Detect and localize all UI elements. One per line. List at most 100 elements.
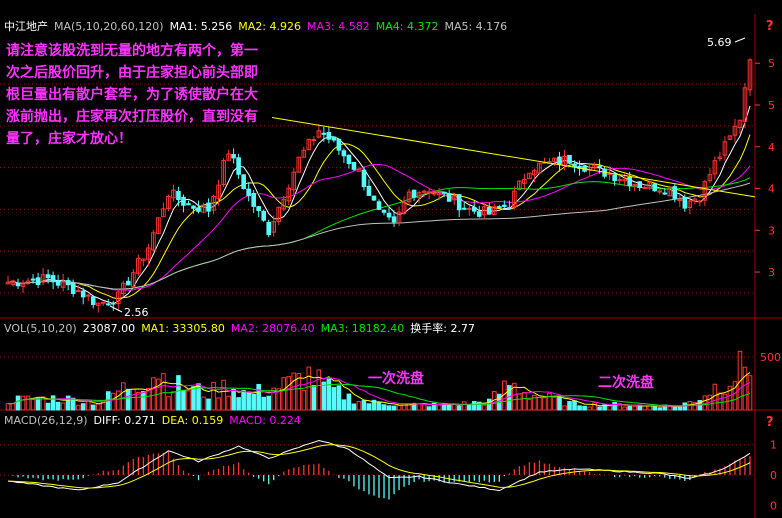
volume-bar xyxy=(737,350,743,411)
candle-body xyxy=(747,59,753,91)
volume-bar xyxy=(692,401,698,411)
candle-body xyxy=(5,281,11,285)
volume-bar xyxy=(296,372,302,411)
candle-body xyxy=(557,156,562,166)
volume-bar xyxy=(281,377,287,411)
ma2-line xyxy=(7,134,751,300)
candle-body xyxy=(426,191,432,194)
candle-body xyxy=(95,302,101,306)
turnover-rate: 换手率: 2.77 xyxy=(410,322,475,335)
volume-bar xyxy=(747,375,753,411)
volume-bar xyxy=(55,401,61,411)
volume-bar xyxy=(211,381,216,411)
candle-body xyxy=(436,190,442,196)
candle-body xyxy=(181,196,186,206)
candle-body xyxy=(246,188,251,197)
macd-histogram xyxy=(12,451,751,500)
macd-dea: DEA: 0.159 xyxy=(161,414,224,427)
volume-bar xyxy=(376,402,382,411)
candle-body xyxy=(261,210,266,221)
candle-body xyxy=(311,138,317,141)
ma-label: MA(5,10,20,60,120) xyxy=(54,20,164,33)
volume-bar xyxy=(456,405,462,411)
vol-ma1: MA1: 33305.80 xyxy=(141,322,225,335)
volume-bar xyxy=(306,366,312,411)
volume-bar xyxy=(446,405,452,411)
candle-body xyxy=(30,278,36,281)
price-tick-label: 3 xyxy=(768,224,775,237)
candle-body xyxy=(737,119,743,129)
candle-body xyxy=(707,174,713,182)
candle-body xyxy=(396,211,402,224)
volume-bar xyxy=(547,392,552,411)
volume-bar xyxy=(25,395,31,411)
volume-bar xyxy=(742,366,748,411)
volume-bar xyxy=(115,390,121,411)
candle-body xyxy=(471,206,477,212)
candle-body xyxy=(717,156,723,160)
macd-header: MACD(26,12,9) DIFF: 0.271 DEA: 0.159 MACD: … xyxy=(4,414,307,428)
price-header: 中江地产 MA(5,10,20,60,120) MA1: 5.256 MA2: 4.9… xyxy=(4,20,513,34)
candle-body xyxy=(55,280,61,286)
candle-body xyxy=(702,181,708,201)
volume-bar xyxy=(481,404,487,411)
candle-body xyxy=(291,171,297,191)
candle-body xyxy=(45,274,51,279)
volume-bar xyxy=(256,383,261,411)
volume-bar xyxy=(20,395,26,411)
candle-body xyxy=(682,196,688,209)
candle-body xyxy=(351,161,357,170)
candle-body xyxy=(316,130,322,138)
candle-body xyxy=(35,277,41,286)
volume-bar xyxy=(251,393,256,411)
candle-body xyxy=(216,184,221,199)
volume-bar xyxy=(236,397,241,411)
volume-bar xyxy=(567,401,572,411)
candle-body xyxy=(236,157,241,175)
ma2-value: MA2: 4.926 xyxy=(238,20,302,33)
volume-bar xyxy=(582,405,587,411)
candle-body xyxy=(75,289,81,293)
macd-value: MACD: 0.224 xyxy=(229,414,301,427)
candle-body xyxy=(527,172,532,180)
candle-body xyxy=(632,183,637,186)
volume-bar xyxy=(241,390,246,411)
volume-bar xyxy=(176,375,181,411)
volume-bar xyxy=(110,392,116,411)
candle-body xyxy=(492,206,497,215)
vol-ma3-line xyxy=(7,383,751,407)
candle-body xyxy=(532,170,537,176)
candle-body xyxy=(431,191,437,195)
macd-help-marker: ? xyxy=(766,415,774,430)
candle-body xyxy=(361,169,367,188)
low-price-pointer xyxy=(109,305,123,313)
candle-body xyxy=(301,149,307,158)
candle-body xyxy=(732,125,738,136)
candle-body xyxy=(371,195,377,201)
candle-body xyxy=(597,165,602,168)
volume-bar xyxy=(286,376,292,411)
candlesticks xyxy=(5,58,753,313)
candle-body xyxy=(366,185,372,196)
macd-tick-label: 1 xyxy=(770,439,777,452)
candle-body xyxy=(567,154,572,164)
volume-bar xyxy=(276,388,282,411)
candle-body xyxy=(50,275,56,283)
candle-body xyxy=(110,302,116,305)
candle-body xyxy=(507,207,512,210)
candle-body xyxy=(587,166,592,171)
volume-bar xyxy=(371,399,377,411)
volume-bar xyxy=(552,396,557,411)
candle-body xyxy=(176,191,181,201)
volume-bar xyxy=(597,406,602,411)
candle-body xyxy=(331,136,337,141)
candle-body xyxy=(406,191,412,203)
candle-body xyxy=(497,206,502,209)
volume-bar xyxy=(411,402,417,411)
candle-body xyxy=(161,208,166,218)
candle-body xyxy=(441,191,447,194)
vol-ma2-line xyxy=(7,376,751,407)
volume-bar xyxy=(271,387,277,411)
ma5-line xyxy=(7,182,751,290)
candle-body xyxy=(687,200,693,208)
